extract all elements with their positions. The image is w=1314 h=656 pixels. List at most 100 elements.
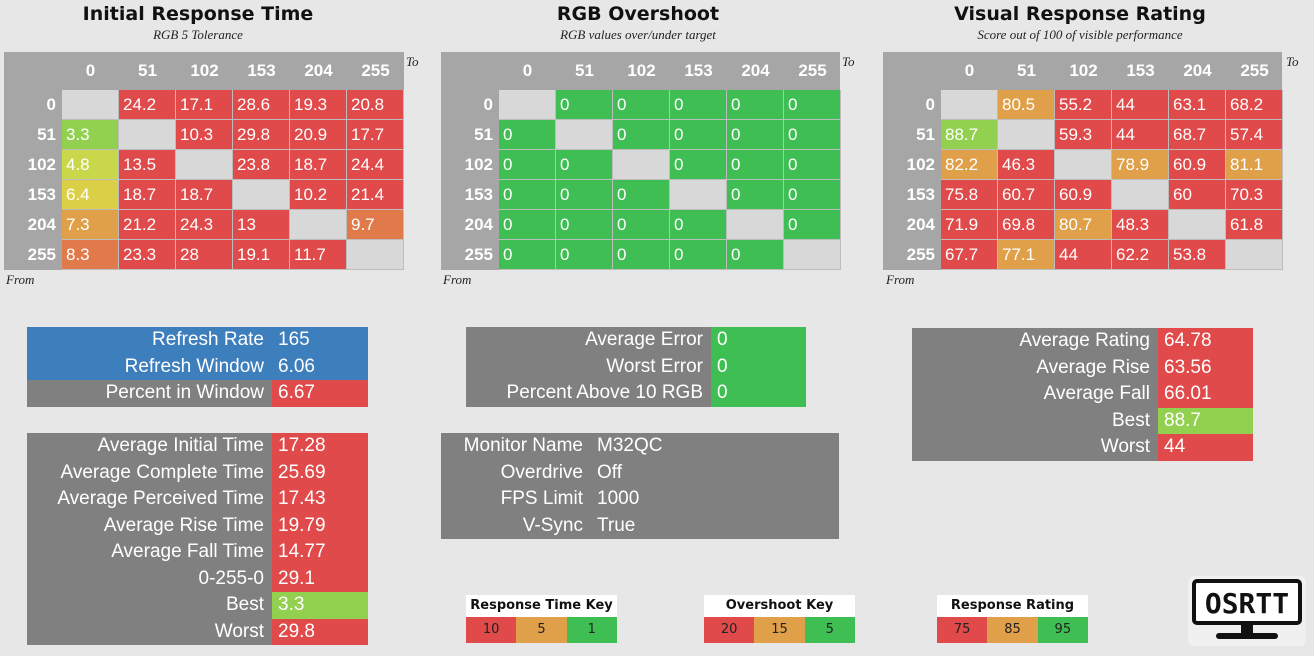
overshoot-subtitle: RGB values over/under target bbox=[560, 27, 716, 42]
matrix-cell: 88.7 bbox=[941, 120, 998, 150]
diagonal-cell bbox=[62, 90, 119, 120]
column-header: 255 bbox=[1240, 61, 1269, 80]
stat-label: Best bbox=[27, 592, 272, 619]
matrix-cell: 13.5 bbox=[119, 150, 176, 180]
matrix-cell: 13 bbox=[233, 210, 290, 240]
matrix-cell: 82.2 bbox=[941, 150, 998, 180]
key-swatch: 85 bbox=[987, 617, 1038, 643]
stat-label: Percent in Window bbox=[27, 380, 272, 407]
to-label: To bbox=[406, 54, 419, 69]
matrix-cell: 0 bbox=[556, 150, 613, 180]
stat-row: Best 3.3 bbox=[27, 592, 368, 619]
stat-row: Average Complete Time 25.69 bbox=[27, 459, 368, 486]
row-header: 204 bbox=[906, 215, 935, 234]
diagonal-cell bbox=[784, 240, 841, 270]
overshoot-stats-table: Average Error 0 Worst Error 0 Percent Above … bbox=[466, 327, 806, 407]
stat-value: M32QC bbox=[591, 433, 839, 460]
row-header: 102 bbox=[27, 155, 56, 174]
matrix-cell: 0 bbox=[727, 90, 784, 120]
stat-label: Average Perceived Time bbox=[27, 486, 272, 513]
diagonal-cell bbox=[1226, 240, 1283, 270]
key-swatch: 15 bbox=[754, 617, 805, 643]
column-header: 102 bbox=[190, 61, 219, 80]
matrix-cell: 62.2 bbox=[1112, 240, 1169, 270]
stat-value: 0 bbox=[711, 353, 806, 380]
key-swatch: 1 bbox=[566, 617, 617, 643]
stat-row: Average Rating 64.78 bbox=[912, 328, 1253, 355]
matrix-cell: 71.9 bbox=[941, 210, 998, 240]
matrix-cell: 21.2 bbox=[119, 210, 176, 240]
matrix-cell: 24.4 bbox=[347, 150, 404, 180]
matrix-cell: 17.1 bbox=[176, 90, 233, 120]
stat-value: 3.3 bbox=[272, 592, 368, 619]
matrix-cell: 18.7 bbox=[119, 180, 176, 210]
matrix-cell: 80.5 bbox=[998, 90, 1055, 120]
diagonal-cell bbox=[176, 150, 233, 180]
stat-label: Refresh Window bbox=[27, 353, 272, 380]
key-swatch: 75 bbox=[937, 617, 988, 643]
matrix-cell: 78.9 bbox=[1112, 150, 1169, 180]
diagonal-cell bbox=[119, 120, 176, 150]
matrix-cell: 0 bbox=[670, 210, 727, 240]
stat-value: 17.28 bbox=[272, 433, 368, 460]
stat-row: Best 88.7 bbox=[912, 407, 1253, 434]
matrix-cell: 0 bbox=[556, 180, 613, 210]
diagonal-cell bbox=[556, 120, 613, 150]
from-label: From bbox=[443, 272, 472, 287]
matrix-cell: 18.7 bbox=[290, 150, 347, 180]
matrix-cell: 11.7 bbox=[290, 240, 347, 270]
stat-row: 0-255-0 29.1 bbox=[27, 565, 368, 592]
stat-label: Average Fall Time bbox=[27, 539, 272, 566]
response-time-key: Response Time Key 10 5 1 bbox=[466, 595, 617, 643]
stat-row: Overdrive Off bbox=[441, 459, 839, 486]
row-header: 51 bbox=[37, 125, 56, 144]
matrix-cell: 0 bbox=[784, 150, 841, 180]
matrix-cell: 3.3 bbox=[62, 120, 119, 150]
matrix-cell: 63.1 bbox=[1169, 90, 1226, 120]
matrix-cell: 23.3 bbox=[119, 240, 176, 270]
column-header: 51 bbox=[575, 61, 594, 80]
key-title: Overshoot Key bbox=[704, 595, 855, 617]
matrix-cell: 0 bbox=[613, 240, 670, 270]
stat-label: Average Fall bbox=[912, 381, 1158, 408]
from-label: From bbox=[886, 272, 915, 287]
stat-row: Worst 44 bbox=[912, 434, 1253, 461]
stat-label: Best bbox=[912, 407, 1158, 434]
row-header: 0 bbox=[46, 95, 56, 114]
matrix-cell: 21.4 bbox=[347, 180, 404, 210]
matrix-cell: 10.3 bbox=[176, 120, 233, 150]
column-header: 0 bbox=[522, 61, 533, 80]
stat-value: 88.7 bbox=[1158, 407, 1253, 434]
column-header: 153 bbox=[247, 61, 276, 80]
column-header: 204 bbox=[741, 61, 770, 80]
stat-label: 0-255-0 bbox=[27, 565, 272, 592]
to-label: To bbox=[842, 54, 855, 69]
stat-value: 29.1 bbox=[272, 565, 368, 592]
visual-rating-subtitle: Score out of 100 of visible performance bbox=[977, 27, 1183, 42]
matrix-cell: 0 bbox=[727, 180, 784, 210]
matrix-cell: 0 bbox=[556, 240, 613, 270]
column-header: 153 bbox=[1126, 61, 1155, 80]
stat-value: 6.67 bbox=[272, 380, 368, 407]
stat-value: 63.56 bbox=[1158, 354, 1253, 381]
matrix-cell: 7.3 bbox=[62, 210, 119, 240]
to-label: To bbox=[1286, 54, 1299, 69]
column-header: 204 bbox=[1183, 61, 1212, 80]
grid-corner bbox=[4, 52, 62, 90]
matrix-cell: 19.3 bbox=[290, 90, 347, 120]
stat-row: Average Initial Time 17.28 bbox=[27, 433, 368, 460]
matrix-cell: 9.7 bbox=[347, 210, 404, 240]
matrix-cell: 69.8 bbox=[998, 210, 1055, 240]
stat-label: Percent Above 10 RGB bbox=[466, 380, 711, 407]
diagonal-cell bbox=[233, 180, 290, 210]
overshoot-key: Overshoot Key 20 15 5 bbox=[704, 595, 855, 643]
initial-response-title: Initial Response Time bbox=[82, 3, 314, 25]
stat-label: V-Sync bbox=[441, 512, 591, 539]
stat-value: 0 bbox=[711, 380, 806, 407]
row-header: 255 bbox=[906, 245, 935, 264]
key-swatch: 20 bbox=[704, 617, 755, 643]
matrix-cell: 0 bbox=[556, 90, 613, 120]
response-time-stats-table: Average Initial Time 17.28 Average Complet… bbox=[27, 433, 368, 645]
matrix-cell: 6.4 bbox=[62, 180, 119, 210]
refresh-stats-table: Refresh Rate 165 Refresh Window 6.06 Percent… bbox=[27, 327, 368, 407]
